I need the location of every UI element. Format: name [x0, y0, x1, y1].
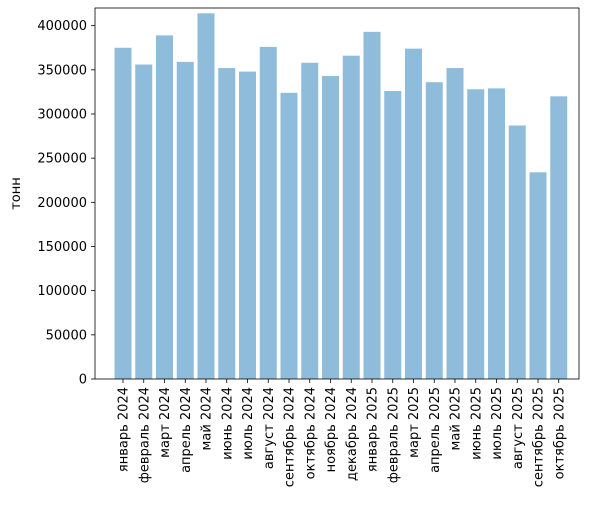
bar	[529, 172, 547, 379]
x-tick-label: июль 2024	[241, 387, 256, 460]
x-tick-label: май 2025	[449, 387, 464, 450]
bar	[218, 68, 236, 380]
bar	[135, 64, 153, 380]
x-tick-label: январь 2025	[366, 387, 381, 472]
y-tick-label: 100000	[37, 284, 87, 299]
y-tick-label: 150000	[37, 240, 87, 255]
bar	[301, 62, 319, 380]
bar	[176, 61, 194, 380]
x-tick-label: апрель 2025	[428, 387, 443, 473]
x-axis: январь 2024 февраль 2024 март 2024 апрель 2…	[117, 379, 567, 487]
x-tick-label: январь 2024	[117, 387, 132, 472]
bar	[467, 89, 485, 380]
x-tick-label: октябрь 2024	[303, 387, 318, 479]
bar	[363, 31, 381, 379]
bar	[322, 76, 339, 380]
bars-group	[114, 13, 568, 380]
y-axis: 0 50000 100000 150000 200000 250000 300000 3500…	[37, 19, 95, 388]
x-tick-label: август 2025	[511, 387, 526, 469]
bar	[259, 46, 277, 379]
bar	[508, 125, 526, 379]
x-tick-label: декабрь 2024	[345, 387, 360, 481]
x-tick-label: сентябрь 2025	[532, 387, 547, 487]
y-tick-label: 250000	[37, 152, 87, 167]
y-tick-label: 350000	[37, 63, 87, 78]
bar	[446, 68, 464, 380]
x-tick-label: июль 2025	[490, 387, 505, 460]
y-tick-label: 50000	[46, 328, 87, 343]
y-tick-label: 400000	[37, 19, 87, 34]
x-tick-label: март 2024	[158, 387, 173, 458]
y-tick-label: 200000	[37, 196, 87, 211]
bar	[488, 88, 505, 379]
bar	[280, 92, 298, 380]
bar	[156, 35, 173, 380]
x-tick-label: август 2024	[262, 387, 277, 469]
y-tick-label: 300000	[37, 108, 87, 123]
x-tick-label: октябрь 2025	[552, 387, 567, 479]
bar	[239, 71, 256, 379]
bar	[550, 96, 568, 379]
bar	[197, 13, 215, 380]
x-tick-label: апрель 2024	[179, 387, 194, 473]
x-tick-label: февраль 2024	[137, 387, 152, 483]
x-tick-label: март 2025	[407, 387, 422, 458]
x-tick-label: май 2024	[200, 387, 215, 450]
x-tick-label: июнь 2025	[469, 387, 484, 460]
bar	[342, 55, 360, 379]
bar	[114, 47, 132, 379]
plot-frame	[94, 7, 580, 380]
bar	[405, 48, 422, 380]
bar	[425, 82, 443, 379]
x-tick-label: ноябрь 2024	[324, 387, 339, 472]
y-axis-label: тонн	[9, 177, 24, 210]
x-tick-label: сентябрь 2024	[283, 387, 298, 487]
bar	[384, 91, 402, 380]
x-tick-label: июнь 2024	[220, 387, 235, 460]
x-tick-label: февраль 2025	[386, 387, 401, 483]
y-tick-label: 0	[79, 373, 87, 388]
